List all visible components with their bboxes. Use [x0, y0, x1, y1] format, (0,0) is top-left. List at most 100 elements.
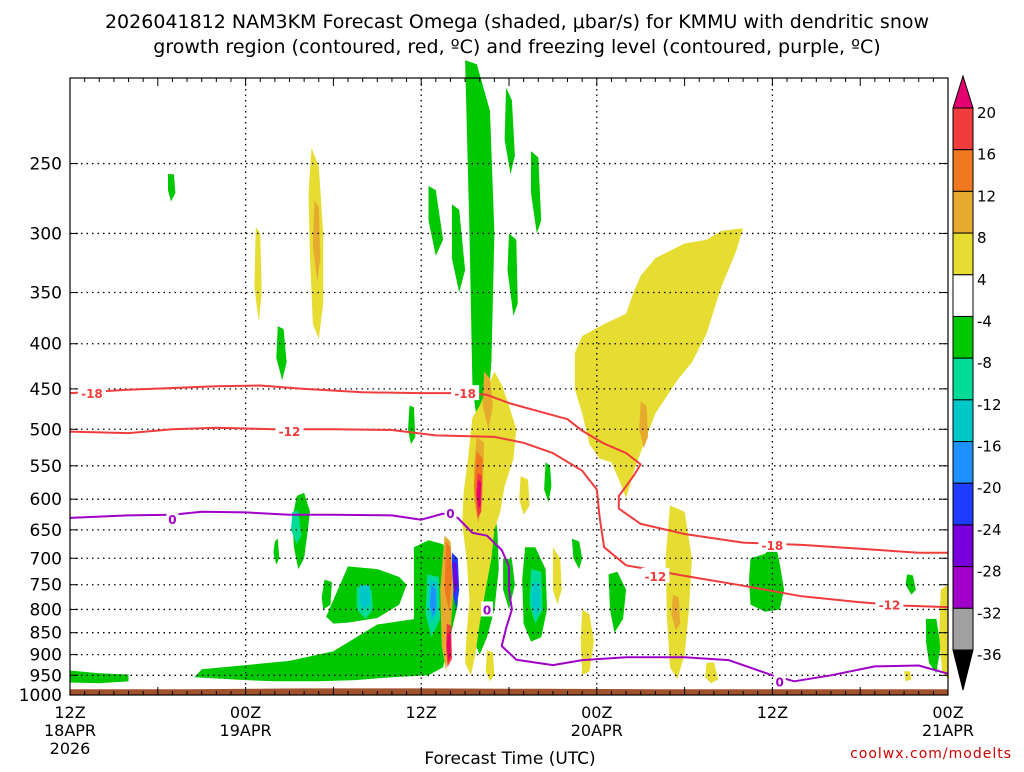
contour-label: 0 [168, 513, 176, 527]
colorbar-label: 16 [977, 146, 996, 164]
contour-label: 0 [446, 507, 454, 521]
omega-region-neg8 [194, 582, 458, 682]
omega-region-pos4 [904, 671, 912, 682]
contour-line [69, 510, 949, 683]
contour-label-bg [451, 385, 480, 401]
x-tick-label: 12Z [757, 703, 788, 722]
x-tick-label: 12Z [54, 703, 85, 722]
omega-region-neg8 [504, 87, 515, 175]
omega-region-neg8 [531, 151, 542, 234]
omega-region-neg8 [168, 174, 176, 202]
colorbar-segment [952, 149, 974, 192]
colorbar-segment [952, 315, 974, 359]
contour-line [69, 426, 949, 609]
contour-label: 0 [483, 603, 491, 617]
omega-region-pos8 [312, 200, 321, 282]
y-tick-label: 600 [30, 490, 62, 510]
omega-region-neg8 [408, 405, 416, 445]
omega-region-pos4 [552, 547, 562, 605]
colorbar-label: 8 [977, 229, 987, 247]
omega-region-neg8 [571, 538, 583, 570]
omega-region-neg8 [544, 462, 552, 503]
omega-region-neg8 [321, 579, 332, 610]
contour-label-bg [773, 673, 786, 689]
contour-label: -18 [454, 387, 476, 401]
y-tick-label: 950 [30, 666, 62, 686]
y-tick-label: 300 [30, 224, 62, 244]
omega-region-pos20 [476, 479, 482, 509]
colorbar-label: 12 [977, 187, 996, 205]
colorbar-label: -20 [977, 479, 1002, 497]
y-tick-label: 500 [30, 420, 62, 440]
omega-region-neg16 [359, 584, 370, 610]
omega-region-neg8 [749, 541, 785, 612]
omega-region-pos8 [671, 594, 681, 631]
contour-label-bg [166, 511, 179, 527]
colorbar-segment [952, 190, 974, 234]
colorbar-segment [952, 482, 974, 526]
x-tick-label: 00Z [932, 703, 963, 722]
contour-label-bg [641, 567, 670, 583]
y-tick-label: 550 [30, 457, 62, 477]
omega-region-neg8 [905, 574, 916, 595]
y-tick-label: 350 [30, 284, 62, 304]
y-tick-label: 750 [30, 576, 62, 596]
colorbar-segment [952, 524, 974, 568]
omega-region-pos4 [254, 227, 262, 322]
y-tick-label: 650 [30, 521, 62, 541]
colorbar-segment [952, 232, 974, 276]
x-tick-label: 19APR [220, 721, 272, 740]
colorbar-label: -36 [977, 646, 1002, 664]
x-tick-label: 12Z [406, 703, 437, 722]
colorbar-segment [952, 607, 974, 651]
colorbar-label: -24 [977, 521, 1002, 539]
colorbar-segment [952, 399, 974, 443]
contour-label: 0 [776, 675, 784, 689]
omega-region-neg12 [291, 510, 302, 545]
colorbar-label: 20 [977, 104, 996, 122]
contour-line [69, 384, 948, 554]
contour-label: -18 [81, 387, 103, 401]
omega-region-pos8 [482, 371, 493, 430]
x-tick-label: 18APR [44, 721, 96, 740]
y-tick-label: 450 [30, 380, 62, 400]
x-tick-label: 00Z [230, 703, 261, 722]
colorbar-label: -12 [977, 396, 1002, 414]
omega-region-neg8 [926, 618, 941, 674]
plot-area: -18 -18 -18 -12 -12 -12 0 0 0 0 [69, 60, 949, 695]
y-tick-label: 700 [30, 549, 62, 569]
contour-label: -18 [762, 539, 784, 553]
colorbar-label: -16 [977, 438, 1002, 456]
omega-region-neg8 [608, 571, 627, 633]
contour-label-bg [77, 385, 106, 401]
contour-label-bg [275, 422, 304, 438]
contour-label-bg [444, 504, 457, 520]
colorbar-label: -8 [977, 354, 992, 372]
x-tick-label: 21APR [922, 721, 974, 740]
omega-region-pos4 [665, 505, 692, 680]
omega-region-pos4 [939, 584, 948, 680]
omega-region-neg8 [465, 60, 495, 470]
colorbar-label: 4 [977, 271, 987, 289]
colorbar-top-arrow [952, 74, 974, 109]
colorbar-label: -4 [977, 312, 992, 330]
omega-region-pos4 [485, 650, 495, 682]
chart-title-line1: 2026041812 NAM3KM Forecast Omega (shaded… [105, 11, 929, 33]
x-tick-label: 00Z [581, 703, 612, 722]
x-tick-label: 2026 [50, 739, 91, 758]
omega-region-neg20 [430, 584, 436, 617]
omega-region-neg8 [428, 185, 444, 256]
omega-region-neg8 [451, 204, 466, 293]
omega-region-pos4 [574, 228, 744, 498]
omega-region-neg16 [531, 582, 540, 617]
y-tick-label: 250 [30, 155, 62, 175]
contour-label: -12 [279, 425, 301, 439]
omega-region-neg8 [276, 326, 287, 381]
x-axis-label: Forecast Time (UTC) [424, 749, 595, 768]
colorbar-segment [952, 274, 974, 317]
omega-region-pos8 [639, 401, 648, 448]
y-tick-label: 850 [30, 624, 62, 644]
colorbar-segment [952, 441, 974, 484]
colorbar-segment [952, 566, 974, 609]
